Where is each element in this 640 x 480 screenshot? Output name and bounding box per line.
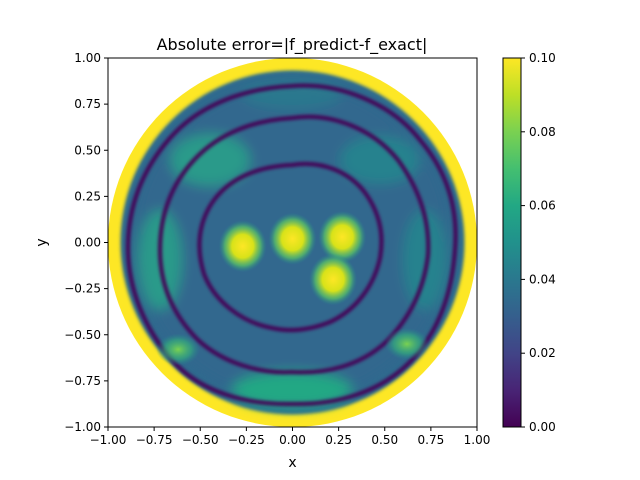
y-axis-label: y: [34, 238, 50, 246]
error-hotspot: [156, 333, 201, 366]
x-axis: −1.00 −0.75 −0.50 −0.25 0.00 0.25 0.50 0.75 1.00: [90, 427, 491, 447]
interior-patch: [232, 372, 352, 408]
colorbar-ticks: 0.00 0.02 0.04 0.06 0.08 0.10: [521, 51, 556, 434]
y-tick-label: 0.50: [74, 143, 101, 157]
error-hotspot: [384, 327, 429, 360]
y-tick-label: −0.50: [64, 328, 101, 342]
colorbar-tick-label: 0.00: [529, 420, 556, 434]
colorbar-tick-label: 0.06: [529, 199, 556, 213]
x-tick-label: −0.75: [136, 433, 173, 447]
y-tick-label: 0.00: [74, 236, 101, 250]
x-tick-label: −0.25: [228, 433, 265, 447]
x-tick-label: 0.50: [371, 433, 398, 447]
y-tick-label: −1.00: [64, 420, 101, 434]
y-tick-label: 1.00: [74, 51, 101, 65]
y-tick-label: 0.25: [74, 189, 101, 203]
error-hotspot: [318, 210, 367, 263]
error-hotspots: [156, 210, 429, 366]
error-hotspot: [309, 253, 358, 306]
colorbar: [502, 57, 522, 428]
contour-middle: [157, 114, 431, 375]
x-tick-label: 0.00: [279, 433, 306, 447]
x-tick-label: −0.50: [182, 433, 219, 447]
x-tick-label: 0.25: [325, 433, 352, 447]
y-axis: 1.00 0.75 0.50 0.25 0.00 −0.25 −0.50 −0.75 −1.00: [64, 51, 108, 434]
y-tick-label: −0.75: [64, 374, 101, 388]
interior-patch: [170, 134, 250, 186]
x-tick-label: 1.00: [464, 433, 491, 447]
colorbar-tick-label: 0.04: [529, 272, 556, 286]
interior-patch: [340, 136, 420, 184]
error-hotspot: [268, 212, 317, 265]
interior-patch: [403, 210, 447, 310]
error-hotspot: [218, 220, 267, 273]
colorbar-tick-label: 0.08: [529, 125, 556, 139]
y-tick-label: 0.75: [74, 97, 101, 111]
contour-inner: [197, 161, 384, 332]
zero-error-contours: [125, 83, 458, 407]
colorbar-tick-label: 0.10: [529, 51, 556, 65]
x-tick-label: 0.75: [418, 433, 445, 447]
y-tick-label: −0.25: [64, 282, 101, 296]
colorbar-tick-label: 0.02: [529, 346, 556, 360]
contour-outer: [125, 83, 458, 407]
x-axis-label: x: [288, 455, 296, 471]
x-tick-label: −1.00: [90, 433, 127, 447]
heatmap-field: [108, 58, 477, 427]
chart-title: Absolute error=|f_predict-f_exact|: [157, 35, 428, 55]
